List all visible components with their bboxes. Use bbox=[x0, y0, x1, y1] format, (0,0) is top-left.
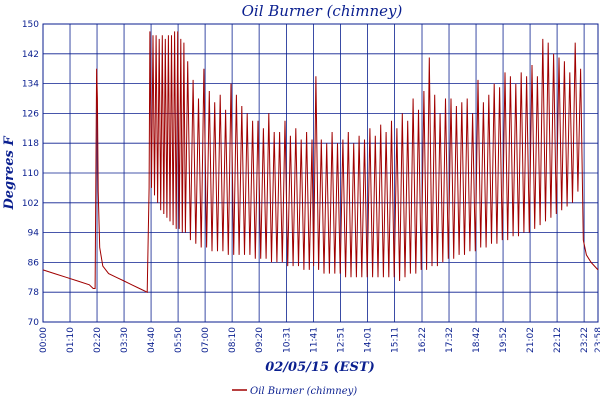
y-tick-label: 142 bbox=[22, 50, 39, 60]
x-tick-label: 15:11 bbox=[391, 327, 401, 353]
x-tick-label: 23:58 bbox=[594, 327, 600, 353]
x-tick-label: 02:20 bbox=[93, 327, 103, 353]
y-tick-label: 102 bbox=[22, 199, 39, 209]
x-tick-label: 12:51 bbox=[337, 327, 347, 353]
x-tick-label: 16:22 bbox=[418, 327, 428, 353]
x-tick-label: 03:30 bbox=[120, 327, 130, 353]
y-axis-label: Degrees F bbox=[2, 136, 17, 211]
chart-title: Oil Burner (chimney) bbox=[242, 2, 403, 20]
x-tick-label: 09:20 bbox=[255, 327, 265, 353]
y-tick-label: 110 bbox=[22, 169, 39, 179]
x-tick-label: 10:31 bbox=[283, 327, 293, 353]
y-tick-label: 118 bbox=[22, 139, 39, 149]
legend-label: Oil Burner (chimney) bbox=[250, 386, 357, 397]
x-tick-label: 00:00 bbox=[39, 327, 49, 353]
y-tick-label: 94 bbox=[28, 229, 40, 239]
x-tick-label: 22:12 bbox=[553, 327, 563, 353]
x-tick-label: 04:40 bbox=[147, 327, 157, 353]
y-tick-label: 86 bbox=[28, 258, 40, 268]
y-tick-label: 150 bbox=[22, 20, 39, 30]
x-tick-label: 19:52 bbox=[499, 327, 509, 353]
y-tick-label: 70 bbox=[28, 318, 40, 328]
x-tick-label: 08:10 bbox=[228, 327, 238, 353]
x-tick-label: 17:32 bbox=[445, 327, 455, 353]
x-tick-label: 05:50 bbox=[174, 327, 184, 353]
x-tick-label: 14:01 bbox=[364, 327, 374, 353]
y-tick-label: 78 bbox=[28, 288, 40, 298]
y-tick-label: 126 bbox=[22, 109, 39, 119]
x-tick-label: 11:41 bbox=[310, 327, 320, 353]
x-tick-label: 01:10 bbox=[66, 327, 76, 353]
legend: Oil Burner (chimney) bbox=[232, 386, 357, 397]
x-tick-label: 07:00 bbox=[201, 327, 211, 353]
x-tick-label: 23:22 bbox=[580, 327, 590, 353]
y-ticks: 150 142 134 126 118 110 102 94 86 78 70 bbox=[22, 20, 39, 328]
y-tick-label: 134 bbox=[22, 80, 39, 90]
x-tick-label: 21:02 bbox=[526, 327, 536, 353]
series-line-oil-burner bbox=[42, 31, 599, 293]
x-ticks: 00:00 01:10 02:20 03:30 04:40 05:50 07:00 08:10… bbox=[39, 327, 600, 353]
x-axis-label: 02/05/15 (EST) bbox=[265, 360, 375, 375]
x-tick-label: 18:42 bbox=[472, 327, 482, 353]
